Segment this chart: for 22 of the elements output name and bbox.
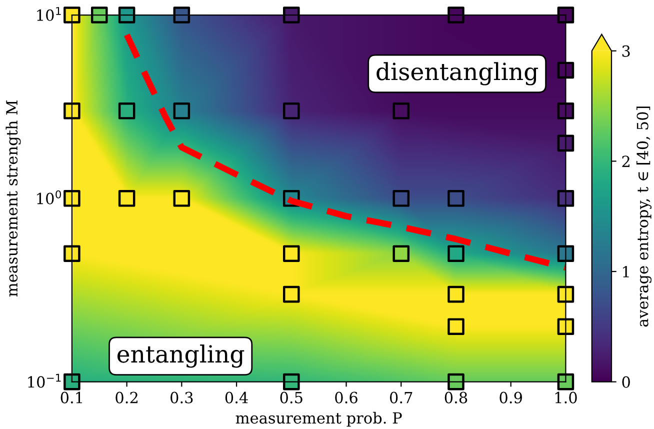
annotation: entangling: [118, 344, 244, 368]
x-tick-label: 0.8: [444, 392, 468, 404]
annotation: disentangling: [376, 62, 538, 86]
color-bar-label: 0: [622, 376, 630, 388]
color-bar-title: average entropy, t ∈ [40, 50]: [636, 106, 652, 327]
y-axis-title: measurement strength M: [6, 100, 21, 297]
color-bar-label: 2: [622, 156, 630, 167]
x-axis-title: measurement prob. P: [236, 412, 402, 427]
x-tick-label: 0.1: [60, 392, 82, 404]
color-bar-label: 1: [623, 266, 629, 278]
x-tick-label: 0.3: [170, 392, 193, 404]
color-bar-label: 3: [622, 45, 630, 57]
y-tick-label: 10$^{0}$: [37, 190, 62, 204]
x-tick-label: 0.9: [500, 392, 522, 404]
y-tick-label: 10$^{1}$: [37, 7, 61, 21]
x-tick-label: 0.7: [390, 392, 412, 404]
x-tick-label: 0.5: [280, 392, 302, 404]
x-tick-label: 0.2: [116, 392, 138, 404]
x-tick-label: 1.0: [555, 392, 577, 404]
x-tick-label: 0.4: [225, 392, 248, 404]
x-tick-label: 0.6: [335, 392, 358, 404]
y-tick-label: 10$^{−1}$: [28, 374, 61, 388]
